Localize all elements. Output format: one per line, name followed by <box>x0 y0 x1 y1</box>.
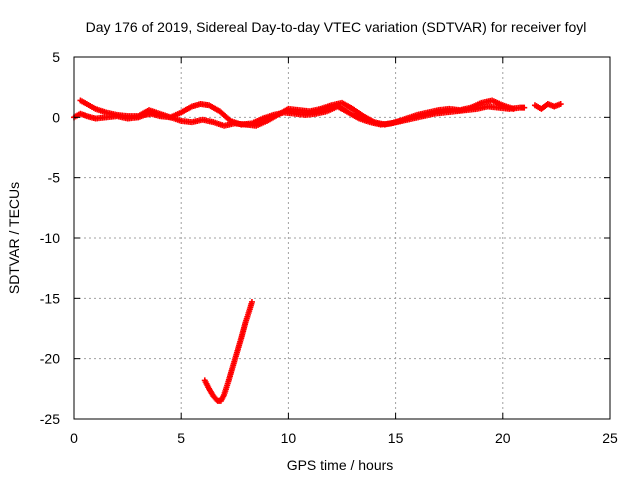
y-tick-label: -25 <box>40 411 60 427</box>
x-tick-label: 0 <box>70 430 78 446</box>
series-sdtvar-dip <box>201 298 255 404</box>
x-tick-label: 20 <box>495 430 511 446</box>
axis-ticks <box>73 56 611 420</box>
y-tick-label: 0 <box>52 109 60 125</box>
y-tick-label: -10 <box>40 230 60 246</box>
y-tick-labels: 5 0 -5 -10 -15 -20 -25 <box>40 49 60 427</box>
y-tick-label: -15 <box>40 290 60 306</box>
chart-title: Day 176 of 2019, Sidereal Day-to-day VTE… <box>86 19 587 35</box>
data-point <box>521 104 528 111</box>
data-point <box>248 298 255 305</box>
data-marks <box>71 97 564 404</box>
x-tick-label: 15 <box>388 430 404 446</box>
grid <box>74 57 610 419</box>
y-tick-label: 5 <box>52 49 60 65</box>
x-tick-labels: 0 5 10 15 20 25 <box>70 430 618 446</box>
x-tick-label: 5 <box>177 430 185 446</box>
y-tick-label: -20 <box>40 351 60 367</box>
x-axis-title: GPS time / hours <box>287 457 394 473</box>
data-point <box>557 101 564 108</box>
y-tick-label: -5 <box>48 170 61 186</box>
y-axis-title: SDTVAR / TECUs <box>6 182 22 294</box>
x-tick-label: 25 <box>602 430 618 446</box>
data-point <box>510 105 517 112</box>
x-tick-label: 10 <box>281 430 297 446</box>
series-sdtvar-track-c <box>531 101 564 112</box>
series-sdtvar-track-b <box>77 97 517 129</box>
